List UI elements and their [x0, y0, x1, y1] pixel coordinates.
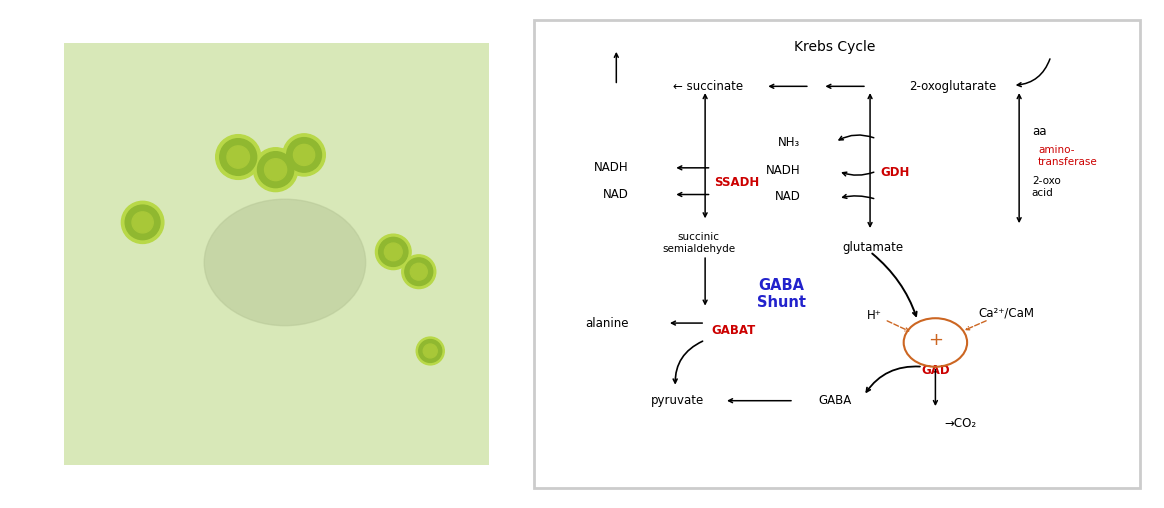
Text: ← succinate: ← succinate — [674, 80, 744, 93]
Circle shape — [126, 205, 159, 240]
Circle shape — [378, 237, 407, 266]
Text: H⁺: H⁺ — [867, 309, 882, 322]
Circle shape — [424, 344, 438, 358]
Circle shape — [293, 144, 314, 166]
Circle shape — [419, 339, 442, 362]
Text: NADH: NADH — [766, 164, 801, 177]
Text: +: + — [928, 331, 943, 349]
Circle shape — [257, 152, 293, 187]
Text: alanine: alanine — [585, 316, 629, 330]
Text: GAD: GAD — [921, 364, 950, 377]
Text: GDH: GDH — [881, 166, 910, 179]
Circle shape — [410, 263, 427, 280]
Circle shape — [376, 234, 411, 270]
Circle shape — [132, 212, 154, 233]
Text: SSADH: SSADH — [715, 176, 759, 189]
Text: NADH: NADH — [595, 162, 629, 174]
Text: glutamate: glutamate — [843, 241, 903, 255]
Text: →CO₂: →CO₂ — [944, 417, 977, 430]
Circle shape — [417, 337, 445, 365]
Circle shape — [215, 135, 261, 179]
Text: pyruvate: pyruvate — [651, 394, 704, 407]
Circle shape — [121, 201, 164, 243]
Circle shape — [220, 139, 257, 175]
Text: NH₃: NH₃ — [778, 136, 801, 149]
Circle shape — [405, 258, 433, 285]
Text: Krebs Cycle: Krebs Cycle — [795, 40, 875, 53]
Text: NAD: NAD — [774, 190, 801, 203]
Text: GABAT: GABAT — [711, 324, 755, 337]
Circle shape — [402, 255, 435, 289]
Circle shape — [286, 138, 321, 172]
Circle shape — [254, 148, 298, 192]
Text: GABA
Shunt: GABA Shunt — [757, 278, 805, 310]
Text: aa: aa — [1031, 125, 1046, 138]
Circle shape — [384, 243, 403, 261]
FancyBboxPatch shape — [534, 20, 1140, 488]
Text: succinic
semialdehyde: succinic semialdehyde — [662, 232, 736, 254]
Text: amino-
transferase: amino- transferase — [1038, 145, 1098, 167]
Text: Ca²⁺/CaM: Ca²⁺/CaM — [979, 307, 1035, 320]
Text: 2-oxo
acid: 2-oxo acid — [1031, 176, 1060, 198]
Circle shape — [283, 134, 325, 176]
Text: NAD: NAD — [603, 188, 629, 201]
Ellipse shape — [204, 199, 365, 326]
Text: 2-oxoglutarate: 2-oxoglutarate — [909, 80, 996, 93]
Text: GABA: GABA — [818, 394, 852, 407]
Circle shape — [227, 146, 249, 168]
Circle shape — [264, 158, 286, 181]
